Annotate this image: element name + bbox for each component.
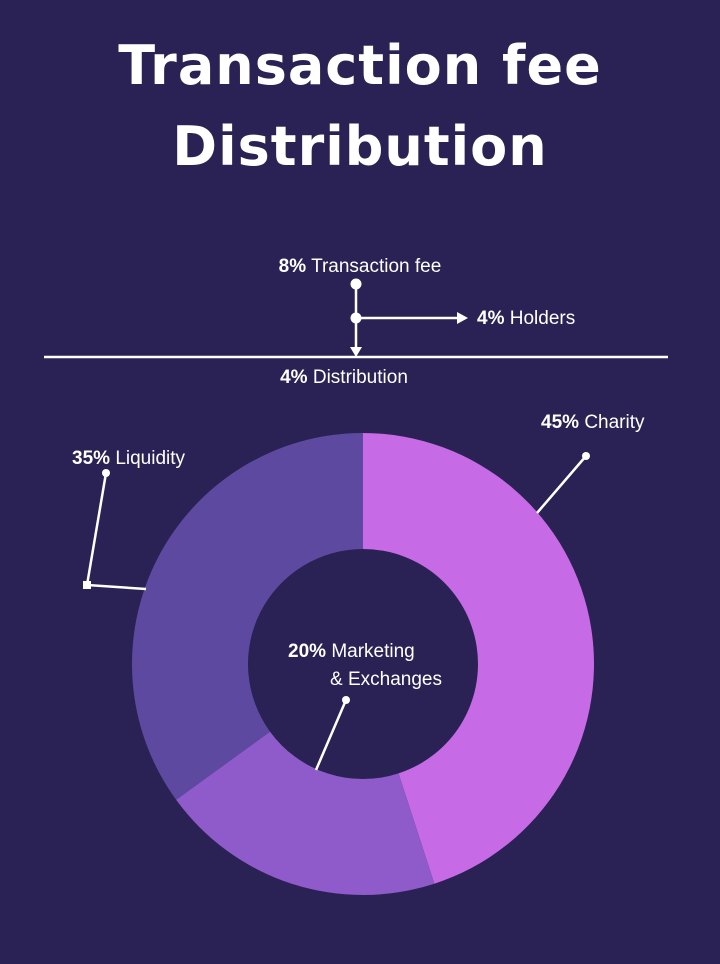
- marketing-leader-dot: [342, 696, 350, 704]
- title-line-1: Transaction fee: [118, 34, 601, 97]
- flow-bottom-label: 4% Distribution: [280, 367, 408, 388]
- flow-top-pct: 8%: [279, 256, 307, 277]
- flow-right-pct: 4%: [477, 308, 505, 329]
- flow-top-label: 8% Transaction fee: [279, 256, 442, 277]
- liquidity-leader-dot: [102, 469, 110, 477]
- flow-right-label: 4% Holders: [477, 308, 575, 329]
- donut-slice-liquidity: [132, 433, 363, 800]
- fee-flow-diagram: 8% Transaction fee 4% Holders 4% Distrib…: [44, 256, 668, 388]
- flow-right-text: Holders: [510, 308, 575, 329]
- callout-liquidity: 35% Liquidity: [72, 448, 186, 591]
- marketing-label-line-1: 20% Marketing: [288, 641, 415, 662]
- flow-branch-arrowhead: [457, 312, 468, 324]
- flow-bottom-pct: 4%: [280, 367, 308, 388]
- marketing-leader-line: [314, 699, 348, 771]
- callout-charity: 45% Charity: [536, 412, 645, 514]
- donut-slice-charity: [363, 433, 594, 884]
- liquidity-leader-corner: [83, 581, 91, 589]
- marketing-label-line-2: & Exchanges: [330, 669, 442, 690]
- charity-text: Charity: [584, 412, 645, 433]
- donut-slice-marketing-exchanges: [176, 731, 435, 895]
- charity-leader-dot: [582, 452, 590, 460]
- charity-label: 45% Charity: [541, 412, 645, 433]
- flow-top-text: Transaction fee: [311, 256, 441, 277]
- donut-chart: [132, 433, 594, 895]
- flow-down-arrowhead: [350, 347, 362, 357]
- flow-bottom-text: Distribution: [313, 367, 408, 388]
- charity-pct: 45%: [541, 412, 579, 433]
- marketing-pct: 20%: [288, 641, 326, 662]
- liquidity-label: 35% Liquidity: [72, 448, 186, 469]
- marketing-text: Marketing: [331, 641, 414, 662]
- title-line-2: Distribution: [172, 115, 547, 178]
- liquidity-pct: 35%: [72, 448, 110, 469]
- liquidity-text: Liquidity: [115, 448, 185, 469]
- callout-marketing: 20% Marketing & Exchanges: [288, 641, 442, 771]
- liquidity-leader-line: [85, 472, 147, 591]
- charity-leader-line: [536, 455, 587, 514]
